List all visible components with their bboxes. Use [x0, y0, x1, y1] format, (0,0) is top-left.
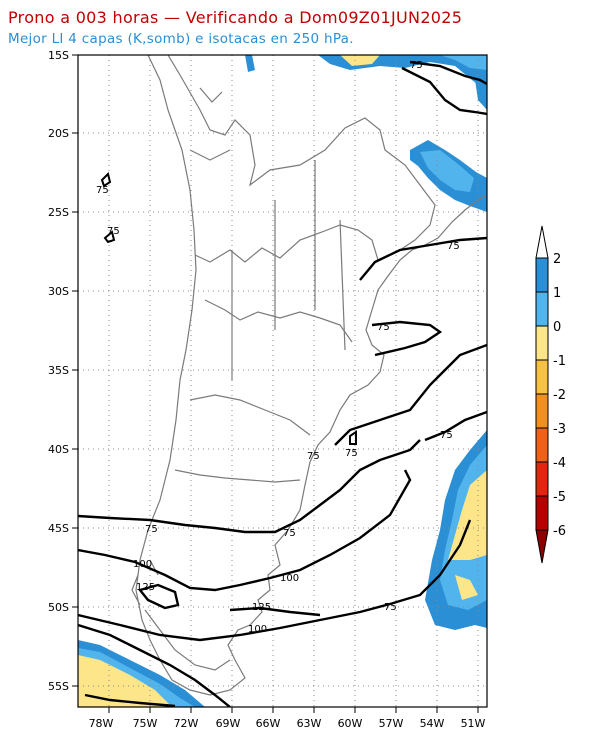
- label-75-i: 75: [145, 524, 158, 535]
- label-75-b: 75: [96, 185, 109, 196]
- plot-subtitle: Mejor LI 4 capas (K,somb) e isotacas en …: [8, 31, 354, 47]
- lat-label: 30S: [48, 285, 69, 298]
- colorbar-label: -2: [553, 388, 566, 403]
- lon-label: 60W: [338, 717, 363, 730]
- plot-title: Prono a 003 horas — Verificando a Dom09Z…: [8, 8, 463, 27]
- lon-label: 54W: [420, 717, 445, 730]
- coastline: [131, 55, 487, 696]
- label-75-c: 75: [107, 226, 120, 237]
- lat-label: 40S: [48, 443, 69, 456]
- lon-label: 72W: [174, 717, 199, 730]
- colorbar-bottom-arrow: [535, 529, 549, 564]
- longitude-labels: 78W 75W 72W 69W 66W 63W 60W 57W 54W 51W: [89, 717, 486, 730]
- colorbar: [535, 225, 549, 564]
- colorbar-label: -4: [553, 456, 566, 471]
- lat-label: 20S: [48, 127, 69, 140]
- colorbar-labels: 2 1 0 -1 -2 -3 -4 -5 -6: [553, 252, 566, 539]
- colorbar-top-arrow: [535, 225, 549, 259]
- isotachs: [78, 60, 487, 707]
- contour-labels: 75 75 75 75 75 75 75 75 75 75 75 100 100…: [96, 60, 460, 635]
- label-75-h: 75: [307, 451, 320, 462]
- lon-label: 57W: [379, 717, 404, 730]
- lat-label: 50S: [48, 601, 69, 614]
- label-100-a: 100: [133, 559, 152, 570]
- label-75-d: 75: [447, 241, 460, 252]
- lon-label: 69W: [216, 717, 241, 730]
- colorbar-label: -6: [553, 524, 566, 539]
- latitude-labels: 15S 20S 25S 30S 35S 40S 45S 50S 55S: [48, 49, 69, 693]
- label-100-b: 100: [280, 573, 299, 584]
- lat-label: 15S: [48, 49, 69, 62]
- lat-label: 55S: [48, 680, 69, 693]
- tick-marks: [72, 54, 479, 713]
- label-75-k: 75: [384, 602, 397, 613]
- li-shading: [78, 55, 487, 707]
- lon-label: 63W: [297, 717, 322, 730]
- label-75-f: 75: [440, 430, 453, 441]
- lat-label: 45S: [48, 522, 69, 535]
- colorbar-label: 1: [553, 286, 561, 301]
- colorbar-label: -5: [553, 490, 566, 505]
- colorbar-label: 0: [553, 320, 561, 335]
- lon-label: 78W: [89, 717, 114, 730]
- lon-label: 51W: [461, 717, 486, 730]
- colorbar-label: 2: [553, 252, 561, 267]
- colorbar-label: -3: [553, 422, 566, 437]
- label-125-a: 125: [136, 582, 155, 593]
- label-75-j: 75: [283, 528, 296, 539]
- map-grid: [78, 55, 487, 707]
- label-75-a: 75: [410, 60, 423, 71]
- lon-label: 66W: [256, 717, 281, 730]
- map-area: 75 75 75 75 75 75 75 75 75 75 75 100 100…: [78, 55, 487, 707]
- lat-label: 25S: [48, 206, 69, 219]
- label-125-b: 125: [252, 602, 271, 613]
- label-100-c: 100: [248, 624, 267, 635]
- lon-label: 75W: [133, 717, 158, 730]
- colorbar-label: -1: [553, 354, 566, 369]
- map-frame: [77, 54, 488, 708]
- label-75-e: 75: [377, 322, 390, 333]
- label-75-g: 75: [345, 448, 358, 459]
- lat-label: 35S: [48, 364, 69, 377]
- small-contours: [100, 172, 357, 445]
